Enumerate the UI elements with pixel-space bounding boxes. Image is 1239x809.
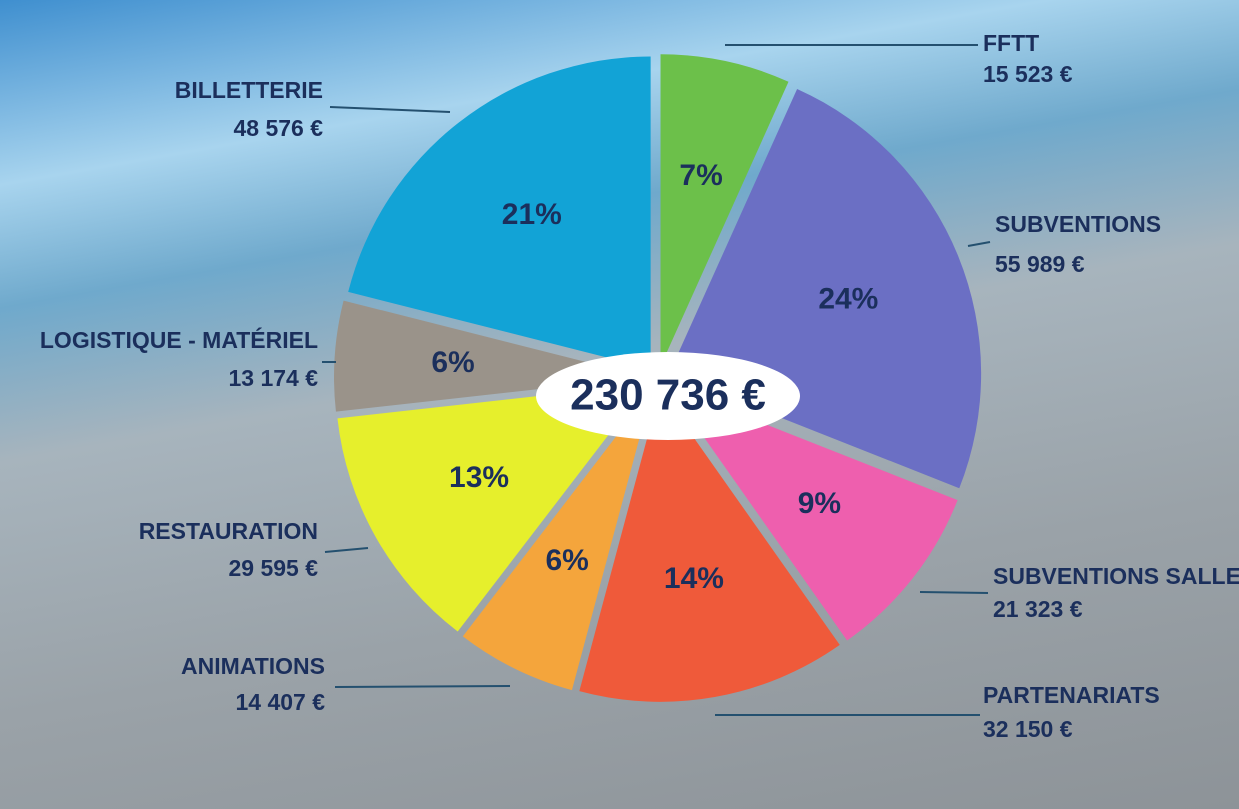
value-label: 21 323 € bbox=[993, 596, 1083, 622]
pie-slice bbox=[348, 56, 651, 369]
percent-label: 9% bbox=[798, 487, 841, 520]
leader-line bbox=[919, 591, 989, 594]
value-label: 14 407 € bbox=[235, 689, 325, 715]
percent-label: 21% bbox=[502, 198, 562, 231]
pie-slice bbox=[667, 385, 958, 641]
pie-slice bbox=[462, 388, 653, 691]
value-label: 13 174 € bbox=[228, 365, 318, 391]
pie-slice bbox=[579, 389, 840, 702]
category-label: BILLETTERIE bbox=[175, 77, 323, 103]
value-label: 32 150 € bbox=[983, 716, 1073, 742]
category-label: SUBVENTIONS bbox=[995, 211, 1161, 237]
center-total: 230 736 € bbox=[570, 371, 766, 420]
center-badge bbox=[536, 352, 800, 440]
category-label: SUBVENTIONS SALLE bbox=[993, 563, 1239, 589]
category-label: RESTAURATION bbox=[139, 518, 318, 544]
category-label: FFTT bbox=[983, 30, 1039, 56]
percent-label: 14% bbox=[664, 562, 724, 595]
percent-label: 6% bbox=[431, 346, 474, 379]
value-label: 15 523 € bbox=[983, 61, 1073, 87]
leader-line bbox=[334, 685, 511, 688]
pie-slice bbox=[337, 383, 648, 632]
category-label: ANIMATIONS bbox=[181, 653, 325, 679]
leader-line bbox=[967, 241, 991, 247]
percent-label: 13% bbox=[449, 461, 509, 494]
pie-slice bbox=[660, 54, 789, 367]
leader-line bbox=[324, 547, 369, 553]
percent-label: 7% bbox=[679, 159, 722, 192]
percent-label: 6% bbox=[545, 544, 588, 577]
value-label: 55 989 € bbox=[995, 251, 1085, 277]
category-label: LOGISTIQUE - MATÉRIEL bbox=[40, 326, 318, 353]
value-label: 48 576 € bbox=[233, 115, 323, 141]
leader-line bbox=[329, 106, 451, 113]
value-label: 29 595 € bbox=[228, 555, 318, 581]
percent-label: 24% bbox=[818, 283, 878, 316]
category-label: PARTENARIATS bbox=[983, 682, 1160, 708]
